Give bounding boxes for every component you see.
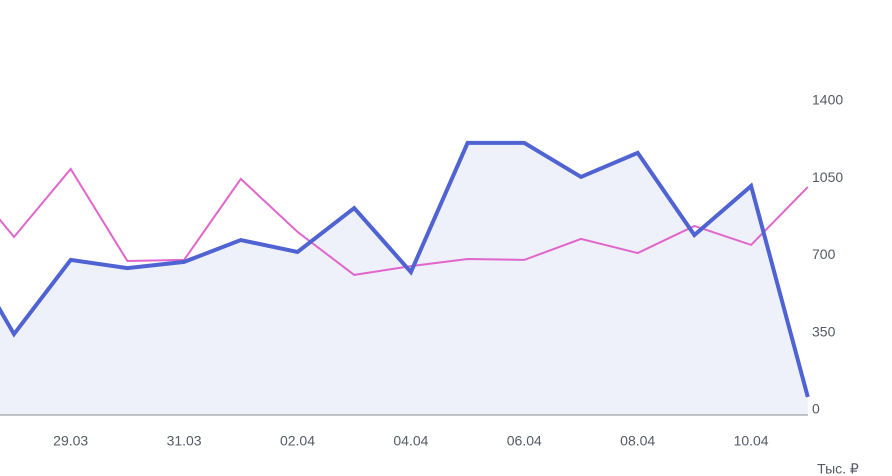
y-tick-label: 0 bbox=[812, 401, 820, 417]
y-axis-unit: Тыс. ₽ bbox=[817, 461, 859, 476]
x-tick-label: 31.03 bbox=[167, 433, 202, 449]
y-tick-label: 1050 bbox=[812, 169, 843, 185]
y-tick-label: 700 bbox=[812, 246, 836, 262]
x-tick-label: 08.04 bbox=[620, 433, 655, 449]
x-tick-label: 29.03 bbox=[53, 433, 88, 449]
plot bbox=[0, 140, 810, 416]
x-tick-label: 10.04 bbox=[734, 433, 769, 449]
line bbox=[0, 140, 810, 398]
x-tick-label: 04.04 bbox=[393, 433, 428, 449]
y-tick-label: 350 bbox=[812, 323, 836, 339]
x-tick-label: 06.04 bbox=[507, 433, 542, 449]
x-tick-label: 02.04 bbox=[280, 433, 315, 449]
line bbox=[0, 167, 809, 276]
area bbox=[0, 142, 808, 415]
y-tick-label: 1400 bbox=[812, 92, 843, 108]
